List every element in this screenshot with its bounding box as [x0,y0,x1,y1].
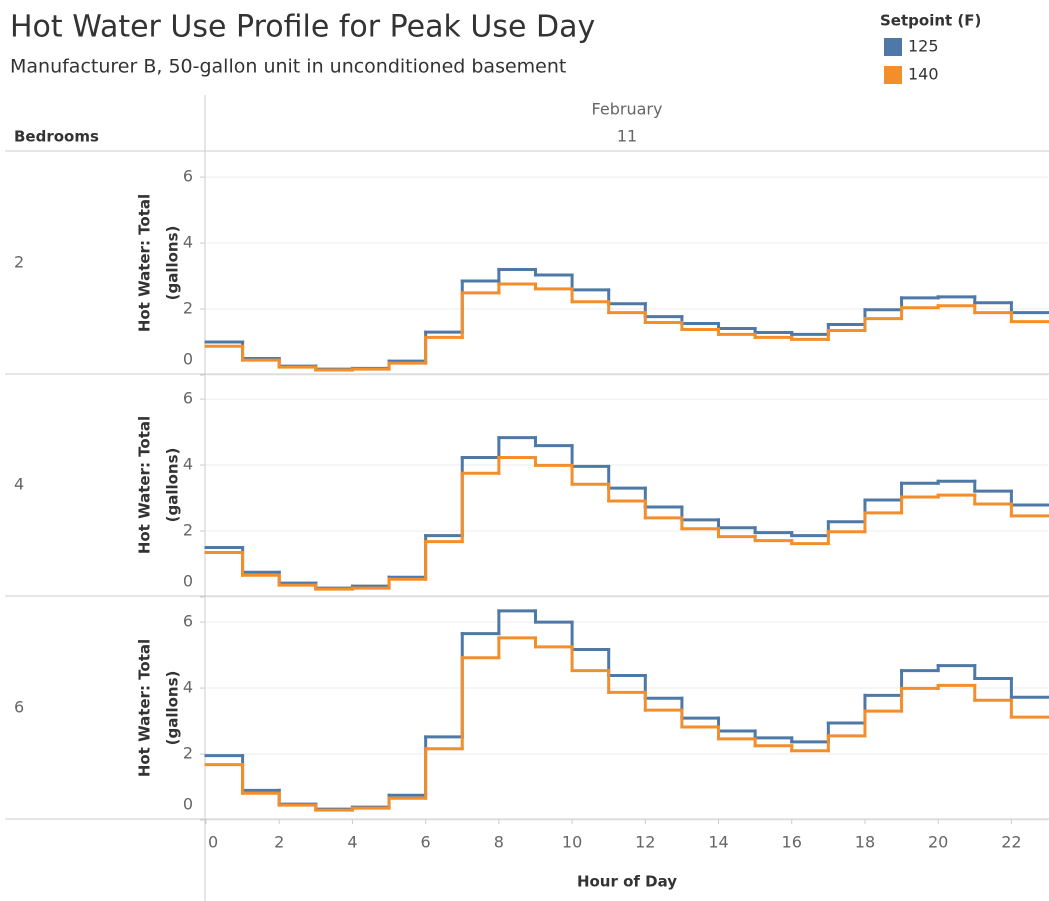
y-axis-label: Hot Water: Total [136,639,154,777]
y-tick-label: 6 [183,612,193,631]
chart-title: Hot Water Use Profile for Peak Use Day [10,10,595,45]
x-tick-label: 0 [208,833,218,852]
series-1 [204,282,1049,372]
series-0 [204,609,1049,811]
y-tick-label: 6 [183,167,193,186]
y-axis-label: (gallons) [164,226,182,301]
legend-swatch [884,38,902,56]
y-tick-label: 2 [183,299,193,318]
y-tick-label: 4 [183,678,193,697]
series-1 [204,455,1049,591]
y-axis-label: (gallons) [164,448,182,523]
x-tick-label: 12 [635,833,655,852]
row-label: 6 [14,698,24,717]
row-header: Bedrooms [14,128,99,146]
x-tick-label: 16 [782,833,802,852]
series-0 [204,267,1049,371]
y-tick-label: 2 [183,744,193,763]
row-label: 4 [14,475,24,494]
y-tick-label: 4 [183,455,193,474]
y-axis-label: Hot Water: Total [136,416,154,554]
y-axis-label: (gallons) [164,671,182,746]
x-tick-label: 6 [421,833,431,852]
legend-label: 125 [908,37,939,56]
y-tick-label: 2 [183,521,193,540]
y-tick-label: 0 [183,350,193,369]
legend-swatch [884,66,902,84]
x-tick-label: 14 [708,833,728,852]
legend-label: 140 [908,65,939,84]
x-tick-label: 20 [928,833,948,852]
x-tick-label: 2 [274,833,284,852]
series-0 [204,436,1049,590]
row-label: 2 [14,253,24,272]
x-tick-label: 10 [562,833,582,852]
x-tick-label: 8 [494,833,504,852]
legend-title: Setpoint (F) [880,12,981,30]
column-header: February [592,100,663,119]
y-axis-label: Hot Water: Total [136,194,154,332]
y-tick-label: 4 [183,233,193,252]
x-tick-label: 22 [1001,833,1021,852]
y-tick-label: 0 [183,572,193,591]
series-1 [204,636,1049,812]
y-tick-label: 0 [183,795,193,814]
x-axis-label: Hour of Day [577,873,677,891]
x-tick-label: 4 [347,833,357,852]
y-tick-label: 6 [183,389,193,408]
column-header: 11 [617,127,637,146]
x-tick-label: 18 [855,833,875,852]
chart-subtitle: Manufacturer B, 50-gallon unit in uncond… [10,56,566,78]
